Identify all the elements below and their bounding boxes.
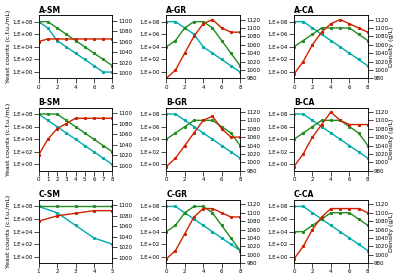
Text: A-CA: A-CA: [294, 6, 314, 15]
Y-axis label: Density (g/L): Density (g/L): [390, 27, 394, 67]
Text: B-SM: B-SM: [38, 98, 60, 107]
Y-axis label: Density (g/L): Density (g/L): [390, 211, 394, 252]
Text: C-CA: C-CA: [294, 190, 314, 199]
Text: C-SM: C-SM: [38, 190, 60, 199]
Text: B-CA: B-CA: [294, 98, 314, 107]
Text: A-SM: A-SM: [38, 6, 61, 15]
Text: C-GR: C-GR: [166, 190, 187, 199]
Y-axis label: Yeast counts (c.f.u./mL): Yeast counts (c.f.u./mL): [6, 10, 10, 83]
Y-axis label: Yeast counts (c.f.u./mL): Yeast counts (c.f.u./mL): [6, 195, 10, 268]
Text: A-GR: A-GR: [166, 6, 187, 15]
Y-axis label: Yeast counts (c.f.u./mL): Yeast counts (c.f.u./mL): [6, 103, 10, 176]
Text: B-GR: B-GR: [166, 98, 187, 107]
Y-axis label: Density (g/L): Density (g/L): [390, 119, 394, 159]
